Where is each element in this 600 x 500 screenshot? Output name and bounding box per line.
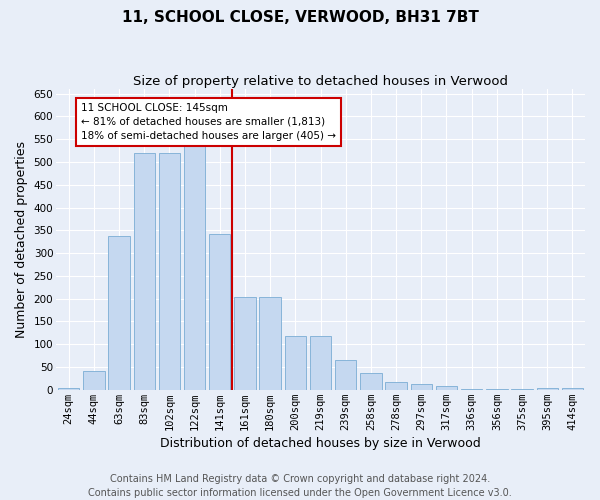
X-axis label: Distribution of detached houses by size in Verwood: Distribution of detached houses by size … bbox=[160, 437, 481, 450]
Bar bbox=[284, 336, 306, 390]
Text: 11 SCHOOL CLOSE: 145sqm
← 81% of detached houses are smaller (1,813)
18% of semi: 11 SCHOOL CLOSE: 145sqm ← 81% of detache… bbox=[81, 103, 336, 141]
Title: Size of property relative to detached houses in Verwood: Size of property relative to detached ho… bbox=[133, 75, 508, 88]
Bar bbox=[83, 371, 104, 390]
Text: 11, SCHOOL CLOSE, VERWOOD, BH31 7BT: 11, SCHOOL CLOSE, VERWOOD, BH31 7BT bbox=[122, 10, 478, 25]
Bar bbox=[184, 146, 205, 390]
Bar bbox=[159, 154, 180, 390]
Bar bbox=[385, 382, 407, 390]
Bar bbox=[410, 384, 432, 390]
Bar bbox=[109, 236, 130, 390]
Bar bbox=[234, 298, 256, 390]
Bar bbox=[360, 374, 382, 390]
Bar bbox=[134, 154, 155, 390]
Text: Contains HM Land Registry data © Crown copyright and database right 2024.
Contai: Contains HM Land Registry data © Crown c… bbox=[88, 474, 512, 498]
Y-axis label: Number of detached properties: Number of detached properties bbox=[15, 141, 28, 338]
Bar bbox=[436, 386, 457, 390]
Bar bbox=[461, 389, 482, 390]
Bar bbox=[259, 298, 281, 390]
Bar bbox=[486, 389, 508, 390]
Bar bbox=[58, 388, 79, 390]
Bar bbox=[335, 360, 356, 390]
Bar bbox=[310, 336, 331, 390]
Bar bbox=[562, 388, 583, 390]
Bar bbox=[536, 388, 558, 390]
Bar bbox=[209, 234, 230, 390]
